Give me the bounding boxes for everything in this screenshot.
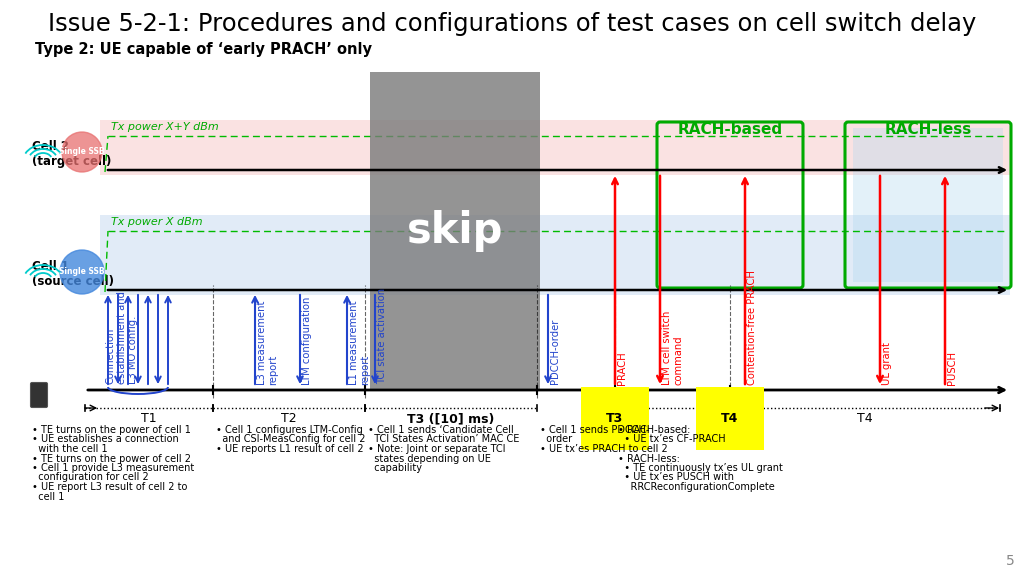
Bar: [100, 120, 1010, 175]
Text: • RACH-less:: • RACH-less:: [618, 453, 680, 464]
Text: T4: T4: [857, 412, 872, 425]
Text: PUSCH: PUSCH: [947, 351, 957, 385]
Text: • UE tx’es CF-PRACH: • UE tx’es CF-PRACH: [618, 434, 726, 445]
Bar: [100, 215, 1010, 295]
Text: Cell 2
(target cell): Cell 2 (target cell): [32, 140, 112, 168]
FancyBboxPatch shape: [31, 382, 47, 407]
Text: T3 ([10] ms): T3 ([10] ms): [408, 412, 495, 425]
Text: cell 1: cell 1: [32, 491, 65, 502]
Text: • Cell 1 provide L3 measurement: • Cell 1 provide L3 measurement: [32, 463, 195, 473]
Text: • UE report L3 result of cell 2 to: • UE report L3 result of cell 2 to: [32, 482, 187, 492]
Text: T2: T2: [282, 412, 297, 425]
Text: Cell 1
(source cell): Cell 1 (source cell): [32, 260, 114, 288]
Text: L1 measurement
report: L1 measurement report: [349, 301, 371, 385]
Text: • UE tx’es PRACH to cell 2: • UE tx’es PRACH to cell 2: [540, 444, 668, 454]
Text: • RACH-based:: • RACH-based:: [618, 425, 690, 435]
Text: and CSI-MeasConfig for cell 2: and CSI-MeasConfig for cell 2: [216, 434, 366, 445]
Text: states depending on UE: states depending on UE: [368, 453, 490, 464]
Text: • UE reports L1 result of cell 2: • UE reports L1 result of cell 2: [216, 444, 364, 454]
Text: Single SSB: Single SSB: [59, 267, 104, 276]
Text: Contention-free PRACH: Contention-free PRACH: [746, 270, 757, 385]
Text: Type 2: UE capable of ‘early PRACH’ only: Type 2: UE capable of ‘early PRACH’ only: [35, 42, 372, 57]
Text: • UE tx’es PUSCH with: • UE tx’es PUSCH with: [618, 472, 734, 483]
Text: • Note: Joint or separate TCI: • Note: Joint or separate TCI: [368, 444, 506, 454]
Circle shape: [60, 250, 104, 294]
Text: T4: T4: [721, 412, 738, 425]
Text: configuration for cell 2: configuration for cell 2: [32, 472, 148, 483]
Text: UL grant: UL grant: [882, 342, 892, 385]
Text: PDCCH-order: PDCCH-order: [550, 319, 560, 384]
Text: capability: capability: [368, 463, 422, 473]
Text: Single SSB: Single SSB: [59, 147, 104, 157]
Text: RRCReconfigurationComplete: RRCReconfigurationComplete: [618, 482, 775, 492]
Text: T3: T3: [606, 412, 624, 425]
Text: L3 measurement
report: L3 measurement report: [257, 301, 279, 385]
Text: T1: T1: [141, 412, 157, 425]
Text: • Cell 1 sends PDCCH-: • Cell 1 sends PDCCH-: [540, 425, 649, 435]
Text: order: order: [540, 434, 572, 445]
Text: 5: 5: [1007, 554, 1015, 568]
Text: LTM cell switch
command: LTM cell switch command: [662, 310, 684, 385]
Text: PRACH: PRACH: [617, 351, 627, 385]
Text: Tx power X+Y dBm: Tx power X+Y dBm: [111, 122, 219, 132]
Text: Issue 5-2-1: Procedures and configurations of test cases on cell switch delay: Issue 5-2-1: Procedures and configuratio…: [48, 12, 976, 36]
Text: TCI States Activation’ MAC CE: TCI States Activation’ MAC CE: [368, 434, 519, 445]
Text: • TE turns on the power of cell 2: • TE turns on the power of cell 2: [32, 453, 191, 464]
Circle shape: [62, 132, 102, 172]
Text: • Cell 1 configures LTM-Config: • Cell 1 configures LTM-Config: [216, 425, 362, 435]
Text: RACH-less: RACH-less: [885, 122, 972, 137]
Text: Tx power X dBm: Tx power X dBm: [111, 217, 203, 227]
Bar: [370, 72, 540, 390]
Text: • Cell 1 sends ‘Candidate Cell: • Cell 1 sends ‘Candidate Cell: [368, 425, 514, 435]
Bar: [853, 128, 1002, 282]
Text: RACH-based: RACH-based: [678, 122, 782, 137]
Text: • TE turns on the power of cell 1: • TE turns on the power of cell 1: [32, 425, 190, 435]
Text: Connection
establishment and
L3 MO config.: Connection establishment and L3 MO confi…: [105, 291, 138, 384]
Text: • UE establishes a connection: • UE establishes a connection: [32, 434, 179, 445]
Text: skip: skip: [407, 210, 503, 252]
Text: with the cell 1: with the cell 1: [32, 444, 108, 454]
Text: • TE continuously tx’es UL grant: • TE continuously tx’es UL grant: [618, 463, 783, 473]
Text: LTM configuration: LTM configuration: [302, 297, 312, 385]
Text: TCI state activation: TCI state activation: [377, 288, 387, 384]
